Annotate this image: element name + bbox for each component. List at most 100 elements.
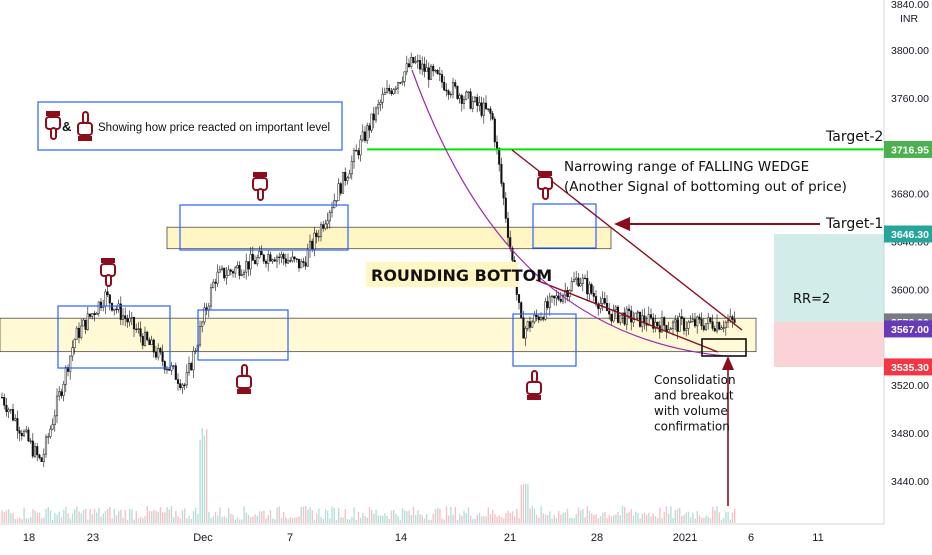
volume-bar xyxy=(135,511,137,523)
candle-body xyxy=(165,368,169,371)
candle-body xyxy=(671,321,675,329)
candle-body xyxy=(524,328,527,339)
volume-bar xyxy=(232,514,234,523)
candle-body xyxy=(157,348,160,358)
volume-bar xyxy=(298,516,300,523)
volume-bar xyxy=(580,510,582,523)
hand-finger xyxy=(241,364,248,377)
volume-bar xyxy=(19,517,21,523)
volume-bar xyxy=(52,519,54,523)
candle-body xyxy=(383,92,386,95)
volume-bar xyxy=(635,511,637,523)
price-badge-label: 3716.95 xyxy=(891,144,929,156)
candle-body xyxy=(520,302,523,318)
volume-bar xyxy=(624,506,626,523)
candle-body xyxy=(190,363,193,371)
candle-body xyxy=(322,224,325,229)
volume-bar xyxy=(322,518,324,523)
candle-body xyxy=(434,69,437,72)
volume-bar xyxy=(241,519,243,523)
price-badge[interactable] xyxy=(884,225,932,243)
candle-body xyxy=(311,240,314,250)
volume-bar xyxy=(485,516,487,523)
volume-bar xyxy=(593,514,595,523)
candle-body xyxy=(460,95,463,104)
volume-bar xyxy=(734,508,736,523)
volume-bar xyxy=(375,509,377,523)
price-axis[interactable]: 3840.00INR3800.003760.003680.003640.0036… xyxy=(883,0,932,550)
volume-bar xyxy=(208,511,210,523)
volume-bar xyxy=(256,515,258,523)
candle-body xyxy=(476,96,479,106)
time-tick-label: 11 xyxy=(812,532,823,544)
volume-bar xyxy=(197,514,199,523)
rounding-bottom-label: ROUNDING BOTTOM xyxy=(371,266,552,285)
price-tick-top: 3840.00 xyxy=(891,0,929,11)
price-badge[interactable] xyxy=(884,320,932,338)
volume-bar xyxy=(316,513,318,523)
volume-bar xyxy=(104,511,107,523)
candle-body xyxy=(229,269,232,272)
candle-body xyxy=(295,258,298,260)
volume-bar xyxy=(423,518,426,523)
hand-finger xyxy=(257,188,264,201)
volume-bar xyxy=(531,506,533,523)
volume-bar xyxy=(650,516,652,523)
candle-body xyxy=(605,302,609,312)
volume-bar xyxy=(597,518,599,523)
candle-body xyxy=(366,125,369,141)
volume-bar xyxy=(430,519,432,523)
candle-body xyxy=(27,429,30,442)
volume-bar xyxy=(426,513,428,523)
candle-body xyxy=(267,254,270,264)
hand-palm xyxy=(236,375,252,389)
time-tick-label: 18 xyxy=(23,532,35,544)
volume-bar xyxy=(56,514,58,523)
candle-body xyxy=(328,211,331,222)
candle-body xyxy=(36,446,39,456)
candle-body xyxy=(572,279,576,282)
candle-body xyxy=(181,384,184,388)
candle-body xyxy=(390,90,393,94)
time-axis[interactable]: 18 23 Dec 7 14 21 28 2021 6 11 xyxy=(0,523,932,550)
volume-bar xyxy=(177,516,179,523)
pointing-down-hand-icon xyxy=(100,258,116,287)
volume-bar xyxy=(542,513,544,523)
volume-bar xyxy=(520,485,522,523)
candle-body xyxy=(473,96,477,102)
volume-bar xyxy=(410,514,412,523)
volume-bar xyxy=(683,514,685,523)
price-badge[interactable] xyxy=(884,358,932,376)
volume-bar xyxy=(122,517,124,523)
volume-bar xyxy=(544,514,547,523)
candle-body xyxy=(357,150,360,156)
candle-body xyxy=(124,315,127,320)
volume-bar xyxy=(219,507,221,523)
candle-body xyxy=(225,275,228,279)
volume-bar xyxy=(184,508,186,523)
price-badge[interactable] xyxy=(884,140,932,158)
volume-bar xyxy=(712,507,714,523)
candle-body xyxy=(82,319,85,327)
candle-body xyxy=(152,339,155,353)
volume-bar xyxy=(397,516,399,523)
candle-body xyxy=(258,251,261,258)
candle-body xyxy=(73,339,76,348)
candle-body xyxy=(586,278,589,295)
volume-bar xyxy=(210,518,212,523)
candle-body xyxy=(720,327,723,330)
candle-body xyxy=(25,429,28,432)
candle-body xyxy=(106,291,109,295)
candle-body xyxy=(385,88,389,93)
volume-bar xyxy=(162,512,164,523)
volume-bar xyxy=(527,484,529,523)
candle-body xyxy=(418,60,422,70)
volume-bar xyxy=(192,511,195,523)
price-badge-label: 3535.30 xyxy=(891,362,929,374)
volume-bar xyxy=(613,515,615,523)
candle-body xyxy=(209,287,213,307)
reaction-box xyxy=(532,203,597,249)
volume-bar xyxy=(30,517,32,523)
